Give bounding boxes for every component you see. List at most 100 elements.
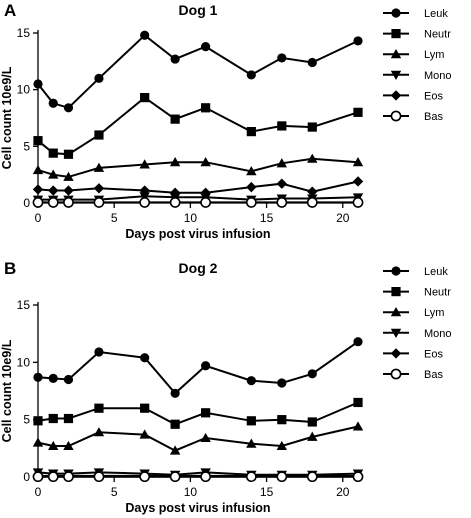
data-point-neutr [170,419,180,429]
data-point-neutr [33,416,43,426]
data-point-leuk [170,388,180,398]
y-tick-label: 5 [23,413,30,427]
data-point-lym [352,157,364,167]
y-axis-label: Cell count 10e9/L [0,339,14,442]
data-point-lym [63,171,74,181]
data-point-neutr [63,413,74,424]
data-point-leuk [140,353,150,363]
data-point-eos [169,187,181,198]
series-line-leuk [37,33,359,109]
data-point-neutr [353,397,363,408]
legend-label-bas: Bas [424,111,443,123]
data-point-lym [32,164,44,175]
legend-marker-mono [390,70,402,80]
legend-label-neutr: Neutr [424,287,451,299]
legend-label-bas: Bas [424,369,443,381]
data-point-leuk [353,36,363,46]
data-point-leuk [170,54,180,64]
series-lym [32,421,364,455]
legend-label-leuk: Leuk [424,266,448,278]
data-point-neutr [63,149,74,159]
data-point-eos [48,185,59,196]
data-point-lym [93,427,105,437]
legend-marker-lym [390,307,402,317]
data-point-neutr [307,417,317,427]
data-point-neutr [201,408,211,418]
series-bas [32,471,364,483]
data-point-neutr [94,130,104,140]
data-point-lym [246,166,257,176]
data-point-eos [139,185,150,196]
chart-panel-2: B Dog 2 0 5 10 15 0 5 10 15 20 Days post virus infu… [0,259,452,515]
x-tick-label: 5 [111,211,118,225]
y-tick-label: 0 [23,196,30,210]
data-point-eos [93,183,105,194]
data-point-bas [352,471,364,483]
data-point-leuk [201,42,211,52]
y-axis-label: Cell count 10e9/L [0,66,14,169]
data-point-lym [169,445,181,455]
chart-title: Dog 2 [179,260,218,276]
data-point-bas [306,471,318,483]
data-point-lym [307,431,318,441]
y-tick-label: 0 [23,470,30,484]
data-point-eos [63,185,74,196]
x-tick-label: 15 [260,485,274,499]
data-point-lym [200,432,211,443]
data-point-leuk [201,361,211,371]
series-line-leuk [37,340,359,395]
data-point-eos [246,181,257,193]
data-point-neutr [246,416,256,426]
series-lym [32,153,364,181]
legend-marker-neutr [391,29,401,39]
data-point-lym [276,158,288,168]
legend-marker-bas [390,110,402,122]
data-point-bas [139,471,151,483]
legend: Leuk Neutr Lym Mono Eos Bas [383,8,452,123]
data-point-leuk [353,337,363,347]
data-point-leuk [246,376,256,386]
data-point-lym [93,162,105,172]
data-point-leuk [140,30,150,40]
legend-marker-neutr [391,287,401,297]
data-point-bas [245,197,257,208]
data-point-lym [307,153,318,163]
data-point-leuk [94,347,104,357]
legend-marker-eos [390,90,402,101]
panel-letter: B [4,259,16,278]
data-point-bas [200,471,212,483]
data-point-neutr [140,403,150,413]
y-tick-label: 5 [23,139,30,153]
data-point-leuk [246,70,256,80]
data-point-neutr [48,413,58,424]
data-point-neutr [33,136,43,146]
legend-label-lym: Lym [424,307,444,319]
x-tick-label: 20 [336,485,350,499]
legend-label-leuk: Leuk [424,8,448,20]
legend-label-eos: Eos [424,348,443,360]
data-point-lym [32,437,44,447]
series-eos [32,176,364,198]
x-tick-label: 10 [184,485,198,499]
data-point-leuk [48,373,58,383]
data-point-bas [32,471,44,483]
series-neutr [33,93,363,159]
data-point-neutr [201,103,211,113]
data-point-leuk [63,374,74,385]
x-tick-label: 0 [35,211,42,225]
data-point-lym [276,440,288,451]
data-point-neutr [277,415,287,425]
data-point-lym [246,438,257,448]
data-point-bas [245,471,257,483]
data-point-bas [139,197,151,208]
legend-label-mono: Mono [424,70,452,82]
legend-marker-leuk [391,8,401,18]
data-point-bas [169,471,181,483]
data-point-neutr [140,93,150,103]
data-point-lym [139,159,150,169]
data-point-neutr [353,107,363,117]
data-point-leuk [33,372,43,382]
data-point-eos [276,178,288,189]
y-tick-label: 10 [17,83,31,97]
data-point-leuk [48,98,58,108]
